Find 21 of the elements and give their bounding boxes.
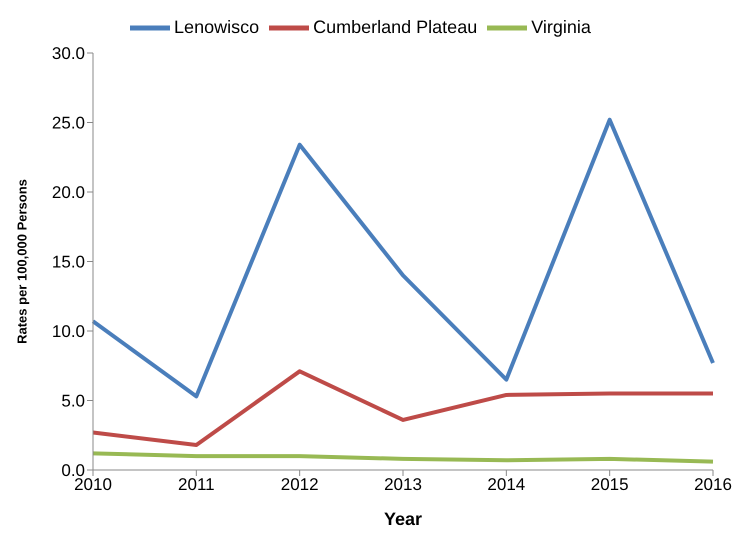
legend-label: Virginia — [531, 16, 591, 37]
y-tick-label: 25.0 — [52, 114, 85, 133]
y-tick-label: 10.0 — [52, 322, 85, 342]
x-tick-label: 2011 — [178, 475, 215, 494]
y-axis-title: Rates per 100,000 Persons — [14, 179, 30, 344]
x-tick-label: 2014 — [487, 475, 526, 494]
y-tick-label: 15.0 — [52, 252, 85, 272]
y-tick-label: 5.0 — [61, 392, 85, 411]
x-axis-title: Year — [384, 509, 422, 529]
x-tick-label: 2016 — [694, 475, 732, 494]
y-tick-label: 20.0 — [52, 183, 85, 202]
legend-label: Lenowisco — [174, 16, 260, 37]
x-tick-label: 2013 — [384, 475, 422, 494]
x-tick-label: 2012 — [280, 475, 319, 494]
x-tick-label: 2010 — [74, 475, 112, 494]
legend-label: Cumberland Plateau — [313, 16, 478, 37]
line-series — [91, 369, 715, 447]
line-series — [91, 451, 715, 464]
x-tick-label: 2015 — [590, 475, 629, 494]
line-series — [91, 118, 715, 398]
y-tick-label: 30.0 — [52, 44, 85, 64]
